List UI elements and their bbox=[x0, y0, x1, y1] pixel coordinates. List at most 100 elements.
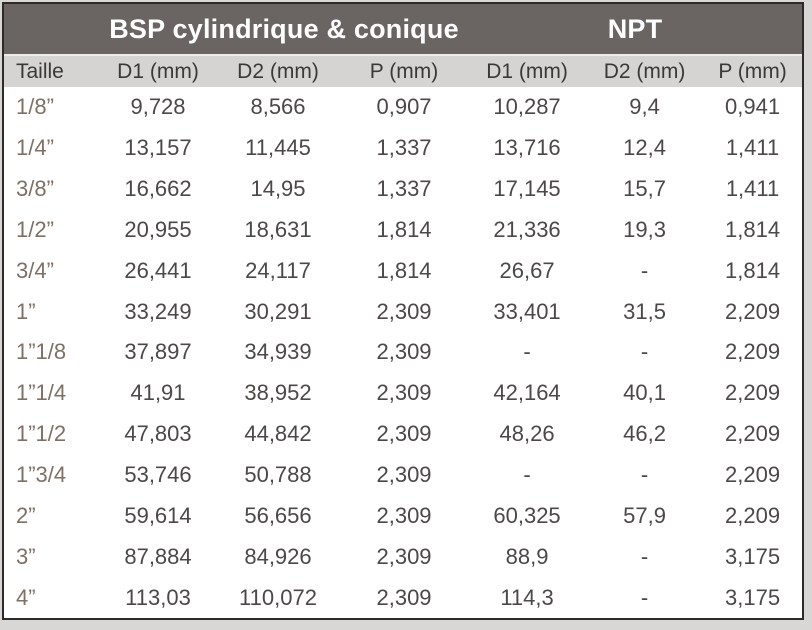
column-header-bsp-d1: D1 (mm) bbox=[100, 55, 216, 87]
cell-value: - bbox=[468, 454, 587, 496]
cell-value: 2,209 bbox=[703, 454, 803, 496]
cell-value: 26,441 bbox=[100, 250, 216, 292]
cell-value: 33,401 bbox=[468, 291, 587, 333]
cell-value: 2,309 bbox=[340, 577, 469, 618]
row-size-label: 1”1/4 bbox=[4, 372, 100, 414]
cell-value: 59,614 bbox=[100, 495, 216, 537]
row-size-label: 1”3/4 bbox=[4, 454, 100, 496]
table-row: 3/8” 16,662 14,95 1,337 17,145 15,7 1,41… bbox=[4, 168, 803, 210]
cell-value: 47,803 bbox=[100, 413, 216, 455]
column-header-row: Taille D1 (mm) D2 (mm) P (mm) D1 (mm) D2… bbox=[4, 55, 803, 87]
cell-value: 88,9 bbox=[468, 536, 587, 578]
group-header-npt: NPT bbox=[468, 4, 803, 56]
group-header-empty bbox=[4, 4, 100, 56]
row-size-label: 4” bbox=[4, 577, 100, 618]
column-header-bsp-d2: D2 (mm) bbox=[216, 55, 340, 87]
row-size-label: 1” bbox=[4, 291, 100, 333]
cell-value: 1,814 bbox=[703, 250, 803, 292]
cell-value: 31,5 bbox=[586, 291, 704, 333]
cell-value: 34,939 bbox=[216, 332, 340, 373]
table-row: 1”1/4 41,91 38,952 2,309 42,164 40,1 2,2… bbox=[4, 372, 803, 414]
cell-value: 1,814 bbox=[340, 209, 469, 251]
cell-value: 18,631 bbox=[216, 209, 340, 251]
cell-value: 2,309 bbox=[340, 291, 469, 333]
data-table: BSP cylindrique & conique NPT Taille D1 … bbox=[4, 4, 803, 618]
cell-value: 46,2 bbox=[586, 413, 704, 455]
cell-value: 2,209 bbox=[703, 413, 803, 455]
cell-value: 2,309 bbox=[340, 454, 469, 496]
table-row: 2” 59,614 56,656 2,309 60,325 57,9 2,209 bbox=[4, 495, 803, 537]
column-header-npt-d1: D1 (mm) bbox=[468, 55, 587, 87]
cell-value: 12,4 bbox=[586, 127, 704, 169]
cell-value: 2,309 bbox=[340, 536, 469, 578]
column-header-bsp-p: P (mm) bbox=[340, 55, 469, 87]
cell-value: 2,309 bbox=[340, 372, 469, 414]
cell-value: - bbox=[586, 332, 704, 373]
cell-value: 113,03 bbox=[100, 577, 216, 618]
row-size-label: 1”1/2 bbox=[4, 413, 100, 455]
row-size-label: 3” bbox=[4, 536, 100, 578]
table-row: 1”1/2 47,803 44,842 2,309 48,26 46,2 2,2… bbox=[4, 413, 803, 455]
table-row: 1”3/4 53,746 50,788 2,309 - - 2,209 bbox=[4, 454, 803, 496]
table-row: 1/8” 9,728 8,566 0,907 10,287 9,4 0,941 bbox=[4, 87, 803, 128]
row-size-label: 1/2” bbox=[4, 209, 100, 251]
cell-value: 1,411 bbox=[703, 168, 803, 210]
row-size-label: 3/8” bbox=[4, 168, 100, 210]
cell-value: 60,325 bbox=[468, 495, 587, 537]
cell-value: 13,716 bbox=[468, 127, 587, 169]
cell-value: 3,175 bbox=[703, 577, 803, 618]
cell-value: 50,788 bbox=[216, 454, 340, 496]
table-row: 1/2” 20,955 18,631 1,814 21,336 19,3 1,8… bbox=[4, 209, 803, 251]
cell-value: 26,67 bbox=[468, 250, 587, 292]
cell-value: 2,309 bbox=[340, 495, 469, 537]
cell-value: 1,814 bbox=[340, 250, 469, 292]
column-header-npt-d2: D2 (mm) bbox=[586, 55, 704, 87]
cell-value: 2,209 bbox=[703, 291, 803, 333]
table-row: 1/4” 13,157 11,445 1,337 13,716 12,4 1,4… bbox=[4, 127, 803, 169]
cell-value: 0,907 bbox=[340, 87, 469, 128]
cell-value: 20,955 bbox=[100, 209, 216, 251]
cell-value: - bbox=[586, 250, 704, 292]
cell-value: 0,941 bbox=[703, 87, 803, 128]
cell-value: 48,26 bbox=[468, 413, 587, 455]
cell-value: - bbox=[586, 577, 704, 618]
cell-value: 2,309 bbox=[340, 332, 469, 373]
cell-value: 2,209 bbox=[703, 332, 803, 373]
cell-value: 114,3 bbox=[468, 577, 587, 618]
row-size-label: 1/8” bbox=[4, 87, 100, 128]
cell-value: 1,337 bbox=[340, 127, 469, 169]
cell-value: 15,7 bbox=[586, 168, 704, 210]
cell-value: 42,164 bbox=[468, 372, 587, 414]
cell-value: 2,309 bbox=[340, 413, 469, 455]
table-row: 3” 87,884 84,926 2,309 88,9 - 3,175 bbox=[4, 536, 803, 578]
cell-value: 87,884 bbox=[100, 536, 216, 578]
cell-value: 16,662 bbox=[100, 168, 216, 210]
cell-value: - bbox=[468, 332, 587, 373]
cell-value: 24,117 bbox=[216, 250, 340, 292]
cell-value: 11,445 bbox=[216, 127, 340, 169]
cell-value: 53,746 bbox=[100, 454, 216, 496]
row-size-label: 2” bbox=[4, 495, 100, 537]
cell-value: 30,291 bbox=[216, 291, 340, 333]
cell-value: 14,95 bbox=[216, 168, 340, 210]
group-header-bsp: BSP cylindrique & conique bbox=[100, 4, 469, 56]
table-body: 1/8” 9,728 8,566 0,907 10,287 9,4 0,941 … bbox=[4, 87, 803, 618]
cell-value: 13,157 bbox=[100, 127, 216, 169]
row-size-label: 1”1/8 bbox=[4, 332, 100, 373]
cell-value: 8,566 bbox=[216, 87, 340, 128]
cell-value: 57,9 bbox=[586, 495, 704, 537]
cell-value: 9,728 bbox=[100, 87, 216, 128]
row-size-label: 3/4” bbox=[4, 250, 100, 292]
cell-value: 1,814 bbox=[703, 209, 803, 251]
table-row: 1” 33,249 30,291 2,309 33,401 31,5 2,209 bbox=[4, 291, 803, 333]
table-row: 3/4” 26,441 24,117 1,814 26,67 - 1,814 bbox=[4, 250, 803, 292]
cell-value: 110,072 bbox=[216, 577, 340, 618]
cell-value: 17,145 bbox=[468, 168, 587, 210]
cell-value: 2,209 bbox=[703, 495, 803, 537]
table-row: 1”1/8 37,897 34,939 2,309 - - 2,209 bbox=[4, 332, 803, 373]
column-header-taille: Taille bbox=[4, 55, 100, 87]
thread-dimensions-table: BSP cylindrique & conique NPT Taille D1 … bbox=[2, 2, 804, 620]
row-size-label: 1/4” bbox=[4, 127, 100, 169]
cell-value: 56,656 bbox=[216, 495, 340, 537]
cell-value: 44,842 bbox=[216, 413, 340, 455]
